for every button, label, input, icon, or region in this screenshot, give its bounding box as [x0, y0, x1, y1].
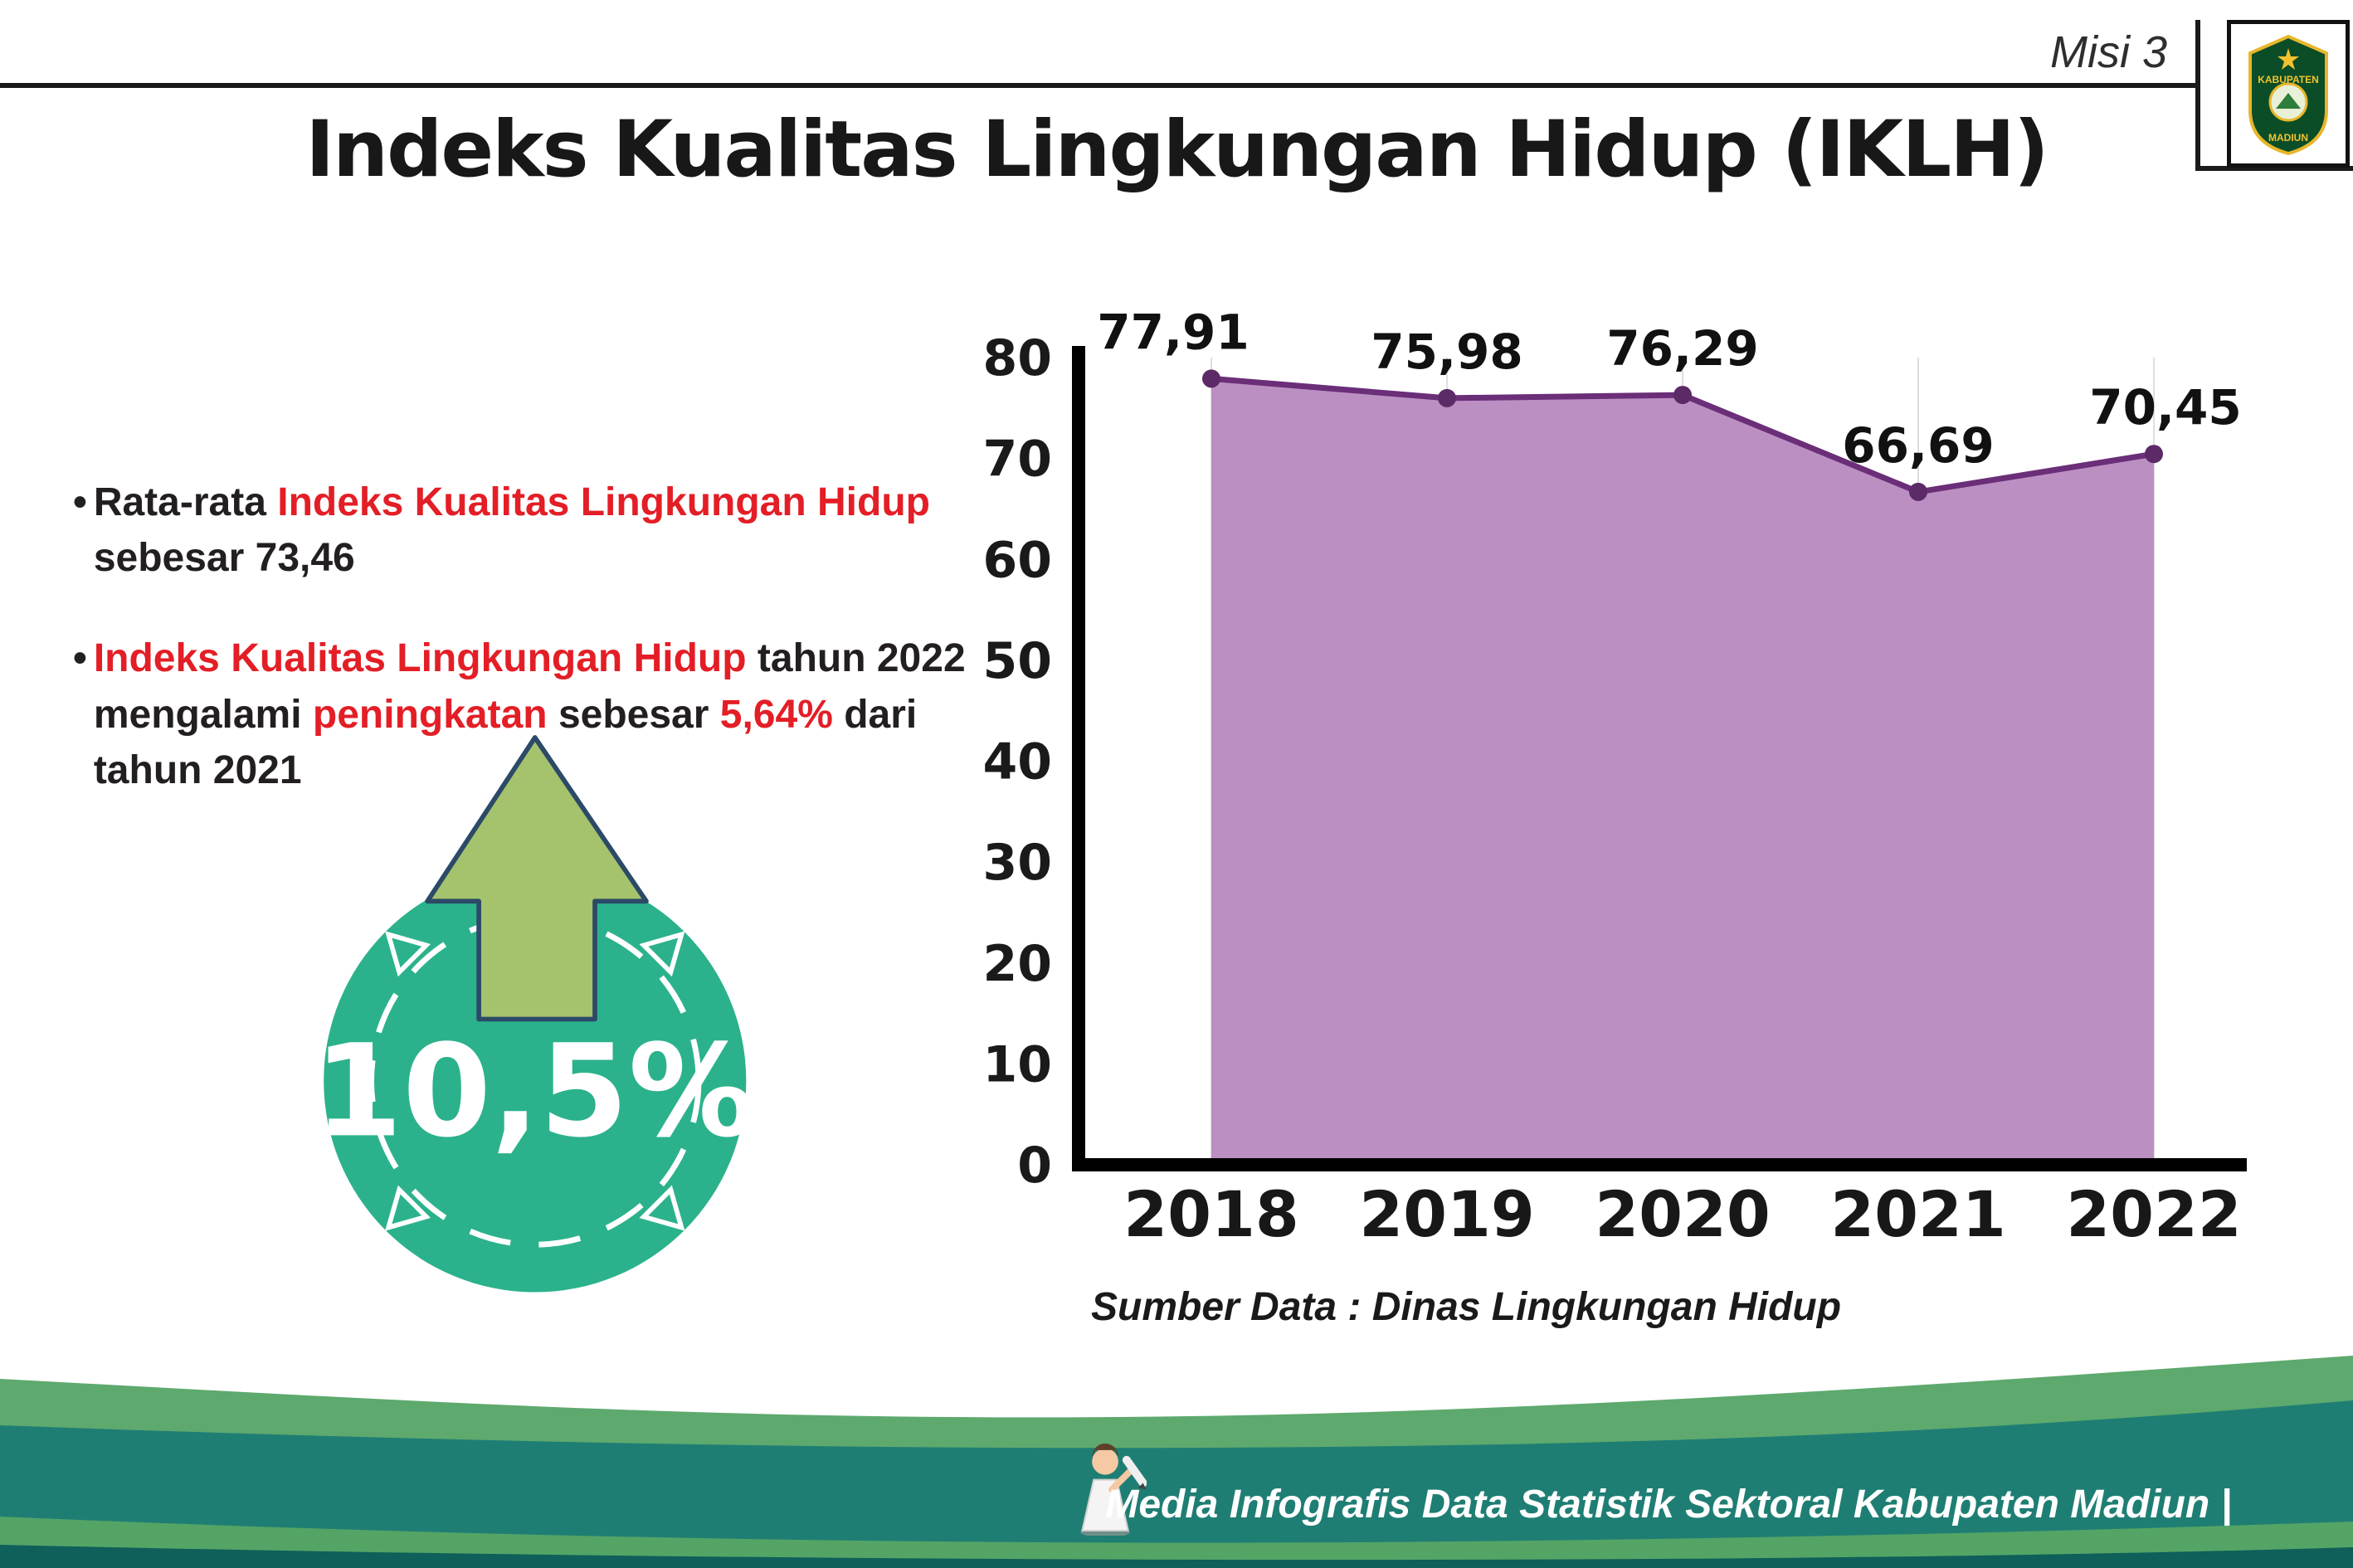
iklh-chart: 0 10 20 30 40 50 60 70 80 77,91 75,98 76,29 66,69 70,…	[983, 304, 2247, 1251]
chart-ytick-label: 10	[983, 1035, 1053, 1093]
chart-point	[1673, 386, 1692, 405]
top-divider-line	[0, 83, 2197, 88]
chart-point	[2145, 445, 2163, 464]
chart-xtick-label: 2019	[1359, 1177, 1535, 1251]
chart-point	[1202, 369, 1220, 388]
chart-point-label: 76,29	[1606, 320, 1758, 377]
page-title: Indeks Kualitas Lingkungan Hidup (IKLH)	[305, 105, 2049, 195]
chart-xtick-label: 2018	[1123, 1177, 1299, 1251]
chart-point	[1438, 388, 1456, 407]
svg-text:KABUPATEN: KABUPATEN	[2258, 74, 2319, 85]
chart-point-label: 70,45	[2089, 379, 2241, 436]
bullet-text: Indeks Kualitas Lingkungan Hidup tahun 2…	[93, 636, 966, 792]
chart-ytick-label: 50	[983, 632, 1053, 690]
chart-point-label: 66,69	[1842, 417, 1994, 474]
logo-frame-horizontal-line	[2195, 166, 2353, 171]
bullet-text: Rata-rata Indeks Kualitas Lingkungan Hid…	[93, 480, 930, 581]
chart-point-label: 75,98	[1371, 324, 1522, 380]
chart-xtick-label: 2021	[1830, 1177, 2006, 1251]
up-arrow-icon	[425, 735, 649, 1022]
mascot-icon	[1070, 1440, 1147, 1537]
chart-xtick-label: 2020	[1595, 1177, 1771, 1251]
ring-triangles	[385, 931, 685, 1231]
chart-ytick-label: 20	[983, 935, 1053, 993]
crest-icon: KABUPATEN MADIUN	[2248, 34, 2328, 156]
kabupaten-madiun-logo: KABUPATEN MADIUN	[2227, 20, 2350, 168]
chart-source: Sumber Data : Dinas Lingkungan Hidup	[1091, 1285, 1842, 1329]
badge-value: 10,5%	[314, 1017, 756, 1166]
footer-wave-4	[0, 1545, 2353, 1568]
chart-ytick-label: 30	[983, 834, 1053, 892]
chart-point-label: 77,91	[1097, 304, 1249, 360]
bullet-list: • Rata-rata Indeks Kualitas Lingkungan Hi…	[73, 475, 973, 843]
footer-caption: Media Infografis Data Statistik Sektoral…	[1105, 1483, 2232, 1527]
bullet-item: • Indeks Kualitas Lingkungan Hidup tahun …	[73, 631, 973, 798]
percent-circle	[324, 869, 747, 1293]
footer-wave-2	[0, 1400, 2353, 1568]
chart-ytick-label: 80	[983, 329, 1053, 387]
footer	[0, 1319, 2353, 1568]
chart-area	[1211, 378, 2154, 1165]
logo-frame-vertical-line	[2195, 20, 2200, 171]
bullet-dot: •	[73, 480, 87, 524]
chart-ytick-label: 0	[1017, 1137, 1052, 1195]
chart-ytick-label: 40	[983, 733, 1053, 791]
bullet-dot: •	[73, 636, 87, 681]
chart-point	[1909, 482, 1927, 501]
svg-text:MADIUN: MADIUN	[2268, 132, 2308, 144]
chart-container: 0 10 20 30 40 50 60 70 80 77,91 75,98 76,29 66,69 70,…	[962, 283, 2257, 1278]
chart-xtick-label: 2022	[2066, 1177, 2242, 1251]
chart-ytick-label: 60	[983, 531, 1053, 589]
misi-label: Misi 3	[2049, 27, 2167, 77]
chart-ytick-label: 70	[983, 431, 1053, 489]
bullet-item: • Rata-rata Indeks Kualitas Lingkungan Hi…	[73, 475, 973, 586]
dashed-ring	[368, 914, 702, 1248]
footer-wave-3	[0, 1517, 2353, 1568]
increase-badge: 10,5%	[292, 705, 787, 1295]
